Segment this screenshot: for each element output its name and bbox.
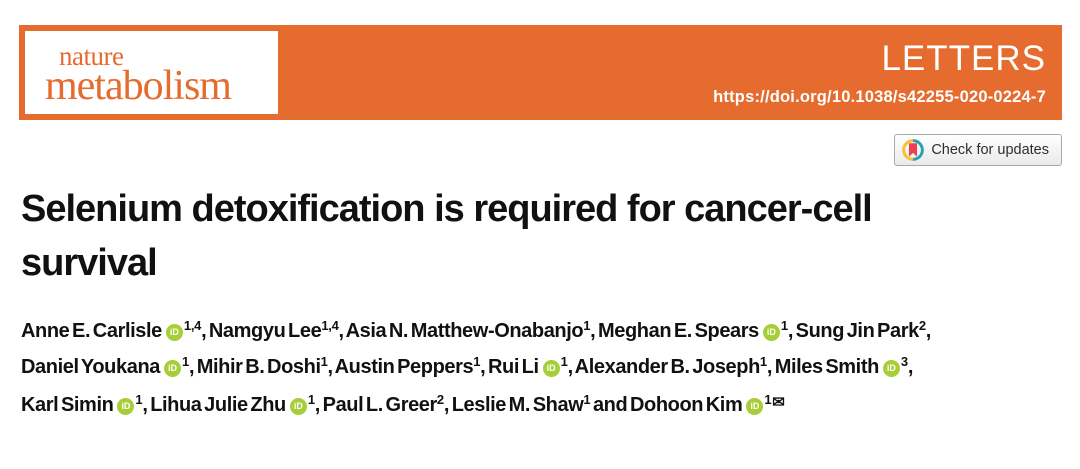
author-line: Karl Simin iD 1, Lihua Julie Zhu iD 1, Paul … — [21, 392, 785, 416]
author-line: Daniel Youkana iD 1, Mihir B. Doshi1, Aust… — [21, 353, 914, 378]
author-name: Meghan E. Spears — [598, 320, 759, 342]
author-affiliation-superscript: 1 — [780, 318, 788, 333]
author-name: Daniel Youkana — [21, 355, 160, 378]
author-name: Sung Jin Park — [795, 320, 920, 342]
author-affiliation-superscript: 1 — [583, 392, 591, 407]
author-affiliation-superscript: 1 — [182, 353, 189, 369]
author-name: Rui Li — [488, 355, 539, 378]
author-affiliation-superscript: 1,4 — [321, 318, 339, 333]
orcid-icon[interactable]: iD — [165, 324, 183, 341]
author-line: Anne E. Carlisle iD 1,4, Namgyu Lee1,4, As… — [21, 318, 931, 342]
orcid-icon[interactable]: iD — [746, 398, 764, 415]
article-category-label: LETTERS — [881, 39, 1046, 78]
author-affiliation-superscript: 1 — [764, 392, 772, 407]
email-envelope-icon[interactable]: ✉ — [772, 394, 785, 411]
author-affiliation-superscript: 1,4 — [183, 318, 202, 333]
author-list: Anne E. Carlisle iD 1,4, Namgyu Lee1,4, As… — [21, 314, 1060, 424]
author-affiliation-superscript: 1 — [560, 353, 568, 369]
orcid-icon[interactable]: iD — [542, 359, 560, 377]
author-affiliation-superscript: 1 — [135, 392, 143, 407]
author-name: Leslie M. Shaw — [451, 394, 584, 416]
orcid-icon[interactable]: iD — [164, 359, 181, 377]
author-affiliation-superscript: 1 — [320, 353, 328, 369]
author-name: Anne E. Carlisle — [21, 320, 162, 342]
article-title: Selenium detoxification is required for … — [21, 182, 1060, 290]
author-affiliation-superscript: 1 — [759, 353, 767, 369]
author-name: Mihir B. Doshi — [196, 355, 321, 378]
orcid-icon[interactable]: iD — [289, 398, 307, 415]
author-name: Dohoon Kim — [629, 394, 743, 416]
author-affiliation-superscript: 1 — [583, 318, 591, 333]
journal-banner: nature metabolism LETTERS https://doi.or… — [19, 25, 1062, 120]
banner-right: LETTERS https://doi.org/10.1038/s42255-0… — [713, 25, 1046, 107]
author-name: Karl Simin — [21, 394, 114, 416]
journal-logo-nature: nature — [59, 41, 124, 71]
author-name: Miles Smith — [774, 355, 880, 378]
author-name: Lihua Julie Zhu — [150, 394, 286, 416]
author-name: Namgyu Lee — [208, 320, 322, 342]
check-for-updates-button[interactable]: Check for updates — [894, 134, 1062, 166]
orcid-icon[interactable]: iD — [762, 324, 780, 341]
author-affiliation-superscript: 2 — [918, 318, 926, 333]
author-affiliation-superscript: 1 — [473, 353, 481, 369]
author-name: Paul L. Greer — [322, 394, 438, 416]
article-title-line1: Selenium detoxification is required for … — [21, 188, 873, 230]
updates-row: Check for updates — [0, 134, 1062, 166]
author-affiliation-superscript: 2 — [436, 392, 444, 407]
author-affiliation-superscript: 3 — [900, 353, 908, 369]
crossmark-icon — [902, 139, 925, 161]
author-name: Alexander B. Joseph — [574, 355, 761, 378]
doi-link[interactable]: https://doi.org/10.1038/s42255-020-0224-… — [713, 88, 1046, 106]
author-affiliation-superscript: 1 — [307, 392, 315, 407]
journal-logo-metabolism: metabolism — [45, 63, 232, 109]
author-name: Asia N. Matthew-Onabanjo — [345, 320, 584, 342]
check-for-updates-label: Check for updates — [931, 142, 1049, 158]
author-name: Austin Peppers — [334, 355, 474, 378]
orcid-icon[interactable]: iD — [117, 398, 135, 415]
journal-logo[interactable]: nature metabolism — [25, 31, 278, 114]
orcid-icon[interactable]: iD — [882, 359, 900, 377]
article-title-line2: survival — [21, 242, 158, 284]
